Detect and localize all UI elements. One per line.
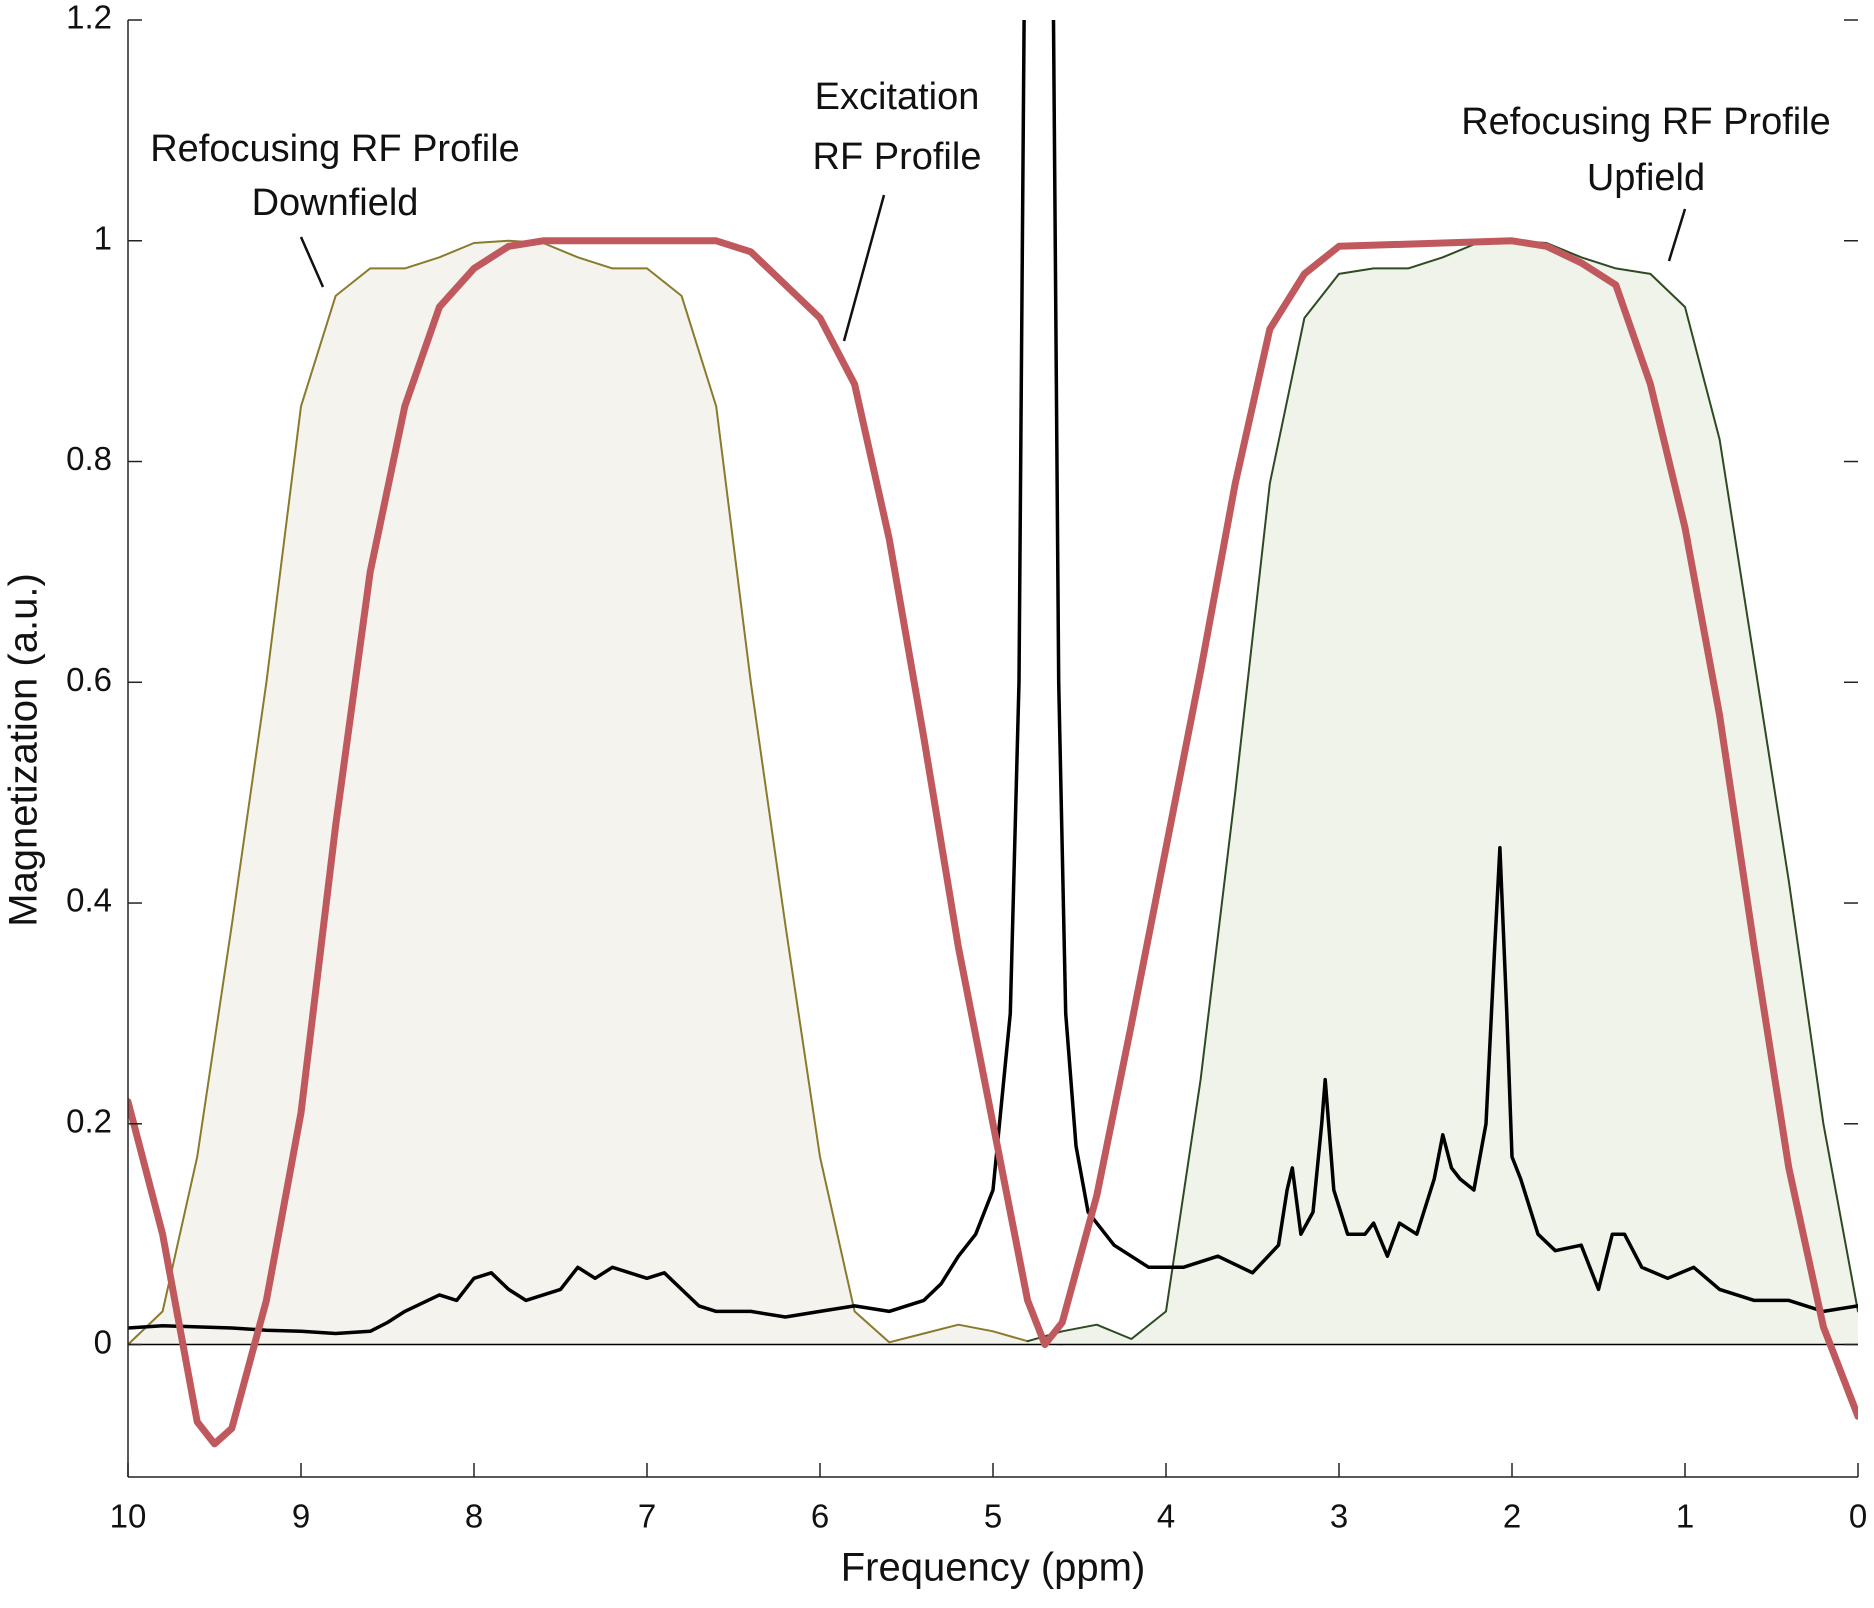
y-tick-label: 0.6 <box>66 661 112 698</box>
y-tick-label: 0.8 <box>66 440 112 477</box>
x-tick-label: 0 <box>1849 1498 1867 1535</box>
x-tick-label: 4 <box>1157 1498 1175 1535</box>
x-tick-label: 1 <box>1676 1498 1694 1535</box>
leader-line <box>299 236 325 288</box>
y-tick-label: 1 <box>94 219 112 256</box>
y-tick-label: 1.2 <box>66 0 112 36</box>
line <box>128 20 1858 1336</box>
y-tick-label: 0.4 <box>66 882 112 919</box>
line <box>128 239 1064 1346</box>
leader-line <box>1667 208 1687 262</box>
x-axis-label: Frequency (ppm) <box>841 1546 1146 1590</box>
x-tick-label: 6 <box>811 1498 829 1535</box>
plot-area <box>128 20 1858 1448</box>
area <box>1027 240 1858 1345</box>
annotation: Excitation <box>815 76 980 118</box>
annotation: Refocusing RF Profile <box>150 128 520 170</box>
y-tick-label: 0.2 <box>66 1103 112 1140</box>
x-tick-label: 8 <box>465 1498 483 1535</box>
leader-line <box>842 194 886 342</box>
x-tick-label: 9 <box>292 1498 310 1535</box>
annotation: Upfield <box>1587 157 1705 199</box>
annotation: Refocusing RF Profile <box>1461 101 1831 143</box>
line <box>128 237 1858 1448</box>
y-axis-label: Magnetization (a.u.) <box>2 573 46 927</box>
area <box>128 240 1063 1345</box>
annotation: RF Profile <box>813 136 982 178</box>
line <box>1026 239 1858 1343</box>
x-tick-label: 7 <box>638 1498 656 1535</box>
x-tick-label: 2 <box>1503 1498 1521 1535</box>
annotation: Downfield <box>252 182 419 224</box>
y-tick-label: 0 <box>94 1323 112 1360</box>
x-tick-label: 5 <box>984 1498 1002 1535</box>
x-tick-label: 3 <box>1330 1498 1348 1535</box>
x-tick-label: 10 <box>110 1498 147 1535</box>
